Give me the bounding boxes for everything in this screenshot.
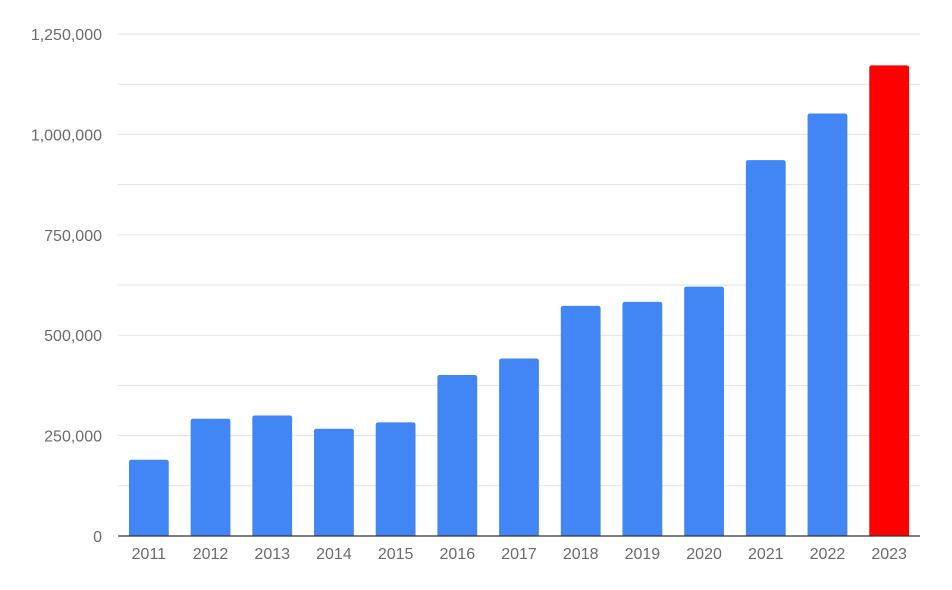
x-tick-label: 2019 xyxy=(625,546,661,563)
bar-2022 xyxy=(807,113,848,537)
x-tick-label: 2020 xyxy=(686,546,722,563)
x-tick-label: 2021 xyxy=(748,546,784,563)
bar-2011 xyxy=(128,459,169,536)
x-tick-label: 2017 xyxy=(501,546,537,563)
y-tick-label: 250,000 xyxy=(44,429,102,446)
x-tick-label: 2013 xyxy=(254,546,290,563)
x-tick-label: 2011 xyxy=(132,546,167,563)
y-tick-label: 0 xyxy=(93,529,102,546)
y-tick-label: 500,000 xyxy=(44,328,102,345)
bar-2020 xyxy=(684,286,724,536)
bars xyxy=(128,65,910,537)
bar-2012 xyxy=(190,418,231,536)
x-tick-label: 2023 xyxy=(871,546,907,563)
y-tick-label: 1,000,000 xyxy=(31,127,102,144)
bar-2016 xyxy=(437,374,478,536)
bar-2019 xyxy=(622,301,663,536)
x-tick-label: 2015 xyxy=(378,546,414,563)
bar-2018 xyxy=(560,305,601,536)
bar-2023 xyxy=(869,65,910,536)
y-tick-label: 750,000 xyxy=(44,228,102,245)
axes: 0 250,000 500,000 750,000 1,000,000 1,250,000… xyxy=(31,27,920,563)
x-tick-label: 2014 xyxy=(316,546,352,563)
y-tick-label: 1,250,000 xyxy=(31,27,102,44)
bar-2021 xyxy=(745,160,786,536)
x-tick-label: 2016 xyxy=(440,546,476,563)
bar-2017 xyxy=(499,358,539,536)
x-tick-label: 2012 xyxy=(193,546,229,563)
bar-2015 xyxy=(375,422,416,536)
bar-2013 xyxy=(252,415,293,536)
x-tick-label: 2022 xyxy=(810,546,846,563)
x-tick-label: 2018 xyxy=(563,546,599,563)
bar-2014 xyxy=(314,428,354,536)
